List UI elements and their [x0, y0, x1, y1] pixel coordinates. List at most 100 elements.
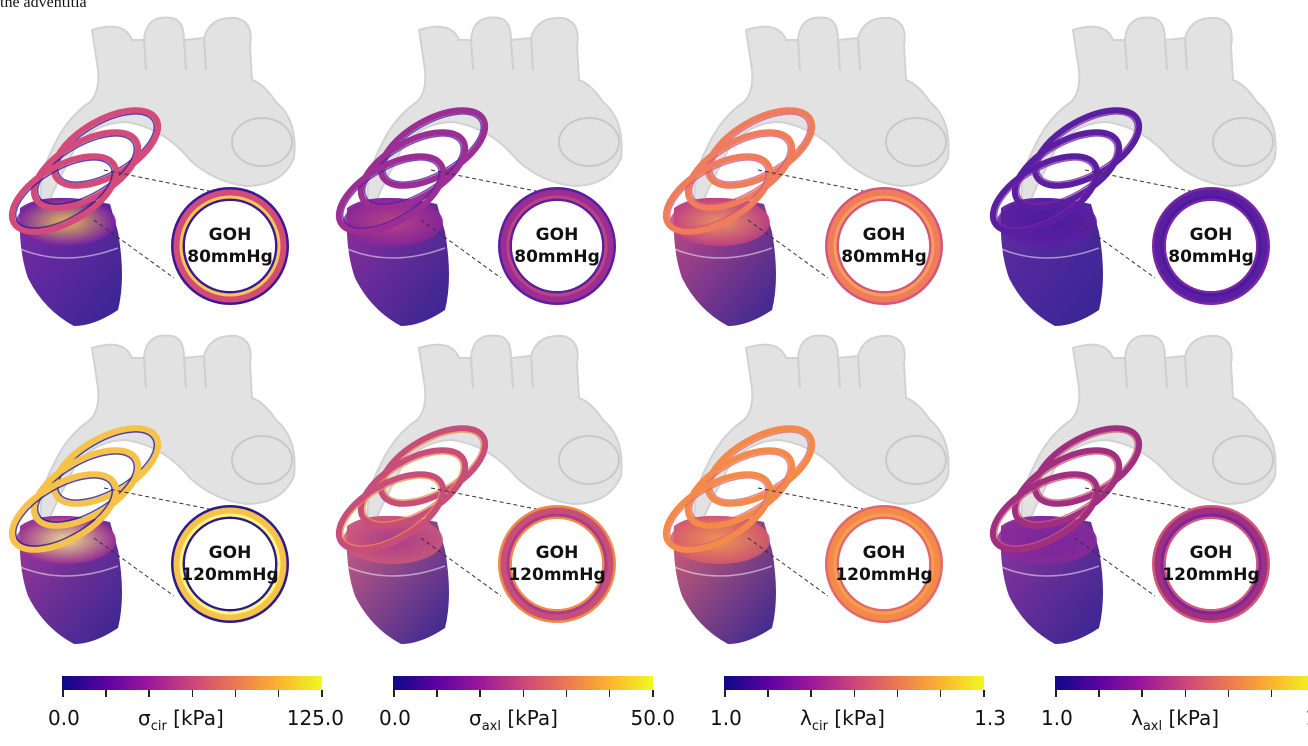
colorbar-max-label: 125.0 — [286, 706, 344, 730]
leader-line — [1084, 169, 1216, 197]
colorbar-min-label: 1.0 — [1041, 706, 1073, 730]
colorbar-3: 1.0 λcir [kPa] 1.3 — [710, 676, 1006, 746]
colorbar-tick — [436, 690, 438, 697]
colorbar-ticks — [724, 690, 985, 698]
colorbar-1: 0.0 σcir [kPa] 125.0 — [48, 676, 344, 746]
pressure-label: 120mmHg — [508, 565, 605, 585]
model-label: GOH — [1190, 225, 1233, 245]
colorbar-min-label: 1.0 — [710, 706, 742, 730]
leader-line — [1074, 537, 1156, 597]
colorbar-max-label: 1.3 — [1305, 706, 1308, 730]
leader-line — [747, 537, 829, 597]
slice-ring-1 — [377, 425, 489, 507]
colorbar-quantity-label: σcir [kPa] — [138, 706, 224, 734]
slice-ring-3 — [662, 153, 774, 235]
pressure-label: 120mmHg — [181, 565, 278, 585]
model-label: GOH — [1190, 543, 1233, 563]
caption-fragment: the adventitia — [0, 0, 87, 11]
colorbar-tick — [983, 690, 985, 697]
model-label: GOH — [209, 543, 252, 563]
slice-ring-1 — [1031, 425, 1143, 507]
colorbar-tick — [1184, 690, 1186, 697]
colorbar-tick — [1055, 690, 1057, 697]
leader-line — [757, 487, 889, 515]
colorbar-ticks — [62, 690, 323, 698]
pressure-label: 80mmHg — [1168, 247, 1253, 267]
colorbar-ticks — [393, 690, 654, 698]
colorbar-gradient — [393, 676, 653, 690]
leader-line — [1084, 487, 1216, 515]
colorbar-4: 1.0 λaxl [kPa] 1.3 — [1041, 676, 1308, 746]
model-label: GOH — [536, 543, 579, 563]
slice-ring-2 — [357, 129, 469, 211]
leader-line — [757, 169, 889, 197]
colorbar-tick — [1270, 690, 1273, 697]
colorbar-tick — [1098, 690, 1100, 697]
colorbar-tick — [608, 690, 611, 697]
colorbar-quantity-label: λcir [kPa] — [800, 706, 885, 734]
leader-line — [430, 487, 562, 515]
pressure-label: 80mmHg — [514, 247, 599, 267]
slice-ring-1 — [704, 107, 816, 189]
slice-ring-1 — [50, 425, 162, 507]
colorbar-tick — [810, 690, 812, 697]
leader-line — [420, 537, 502, 597]
colorbar-tick — [62, 690, 64, 697]
slice-ring-2 — [30, 447, 142, 529]
colorbar-tick — [479, 690, 481, 697]
colorbar-quantity-label: σaxl [kPa] — [469, 706, 558, 734]
slice-ring-3 — [8, 153, 120, 235]
colorbar-tick — [277, 690, 280, 697]
slice-ring-3 — [989, 153, 1101, 235]
slice-ring-1 — [704, 425, 816, 507]
colorbar-tick — [191, 690, 193, 697]
colorbar-max-label: 50.0 — [630, 706, 675, 730]
leader-line — [420, 219, 502, 279]
colorbar-tick — [522, 690, 524, 697]
colorbar-tick — [565, 690, 568, 697]
leader-line — [747, 219, 829, 279]
colorbar-min-label: 0.0 — [379, 706, 411, 730]
colorbar-tick — [105, 690, 107, 697]
colorbar-min-label: 0.0 — [48, 706, 80, 730]
leader-line — [103, 169, 235, 197]
colorbar-tick — [652, 690, 654, 697]
colorbar-gradient — [724, 676, 984, 690]
slice-ring-2 — [1011, 447, 1123, 529]
slice-ring-1 — [377, 107, 489, 189]
colorbar-tick — [896, 690, 899, 697]
colorbar-ticks — [1055, 690, 1308, 698]
model-label: GOH — [863, 225, 906, 245]
colorbar-tick — [393, 690, 395, 697]
colorbar-tick — [853, 690, 855, 697]
slice-ring-2 — [357, 447, 469, 529]
slice-ring-3 — [335, 153, 447, 235]
model-label: GOH — [863, 543, 906, 563]
leader-line — [1074, 219, 1156, 279]
colorbar-tick — [724, 690, 726, 697]
pressure-label: 120mmHg — [835, 565, 932, 585]
model-label: GOH — [536, 225, 579, 245]
colorbar-quantity-label: λaxl [kPa] — [1131, 706, 1220, 734]
slice-ring-3 — [8, 471, 120, 553]
colorbar-gradient — [62, 676, 322, 690]
leader-line — [103, 487, 235, 515]
slice-ring-3 — [335, 471, 447, 553]
slice-ring-2 — [684, 129, 796, 211]
pressure-label: 80mmHg — [187, 247, 272, 267]
leader-line — [93, 537, 175, 597]
colorbar-gradient — [1055, 676, 1308, 690]
pressure-label: 80mmHg — [841, 247, 926, 267]
colorbar-2: 0.0 σaxl [kPa] 50.0 — [379, 676, 675, 746]
colorbar-max-label: 1.3 — [974, 706, 1006, 730]
colorbar-tick — [148, 690, 150, 697]
slice-ring-2 — [684, 447, 796, 529]
